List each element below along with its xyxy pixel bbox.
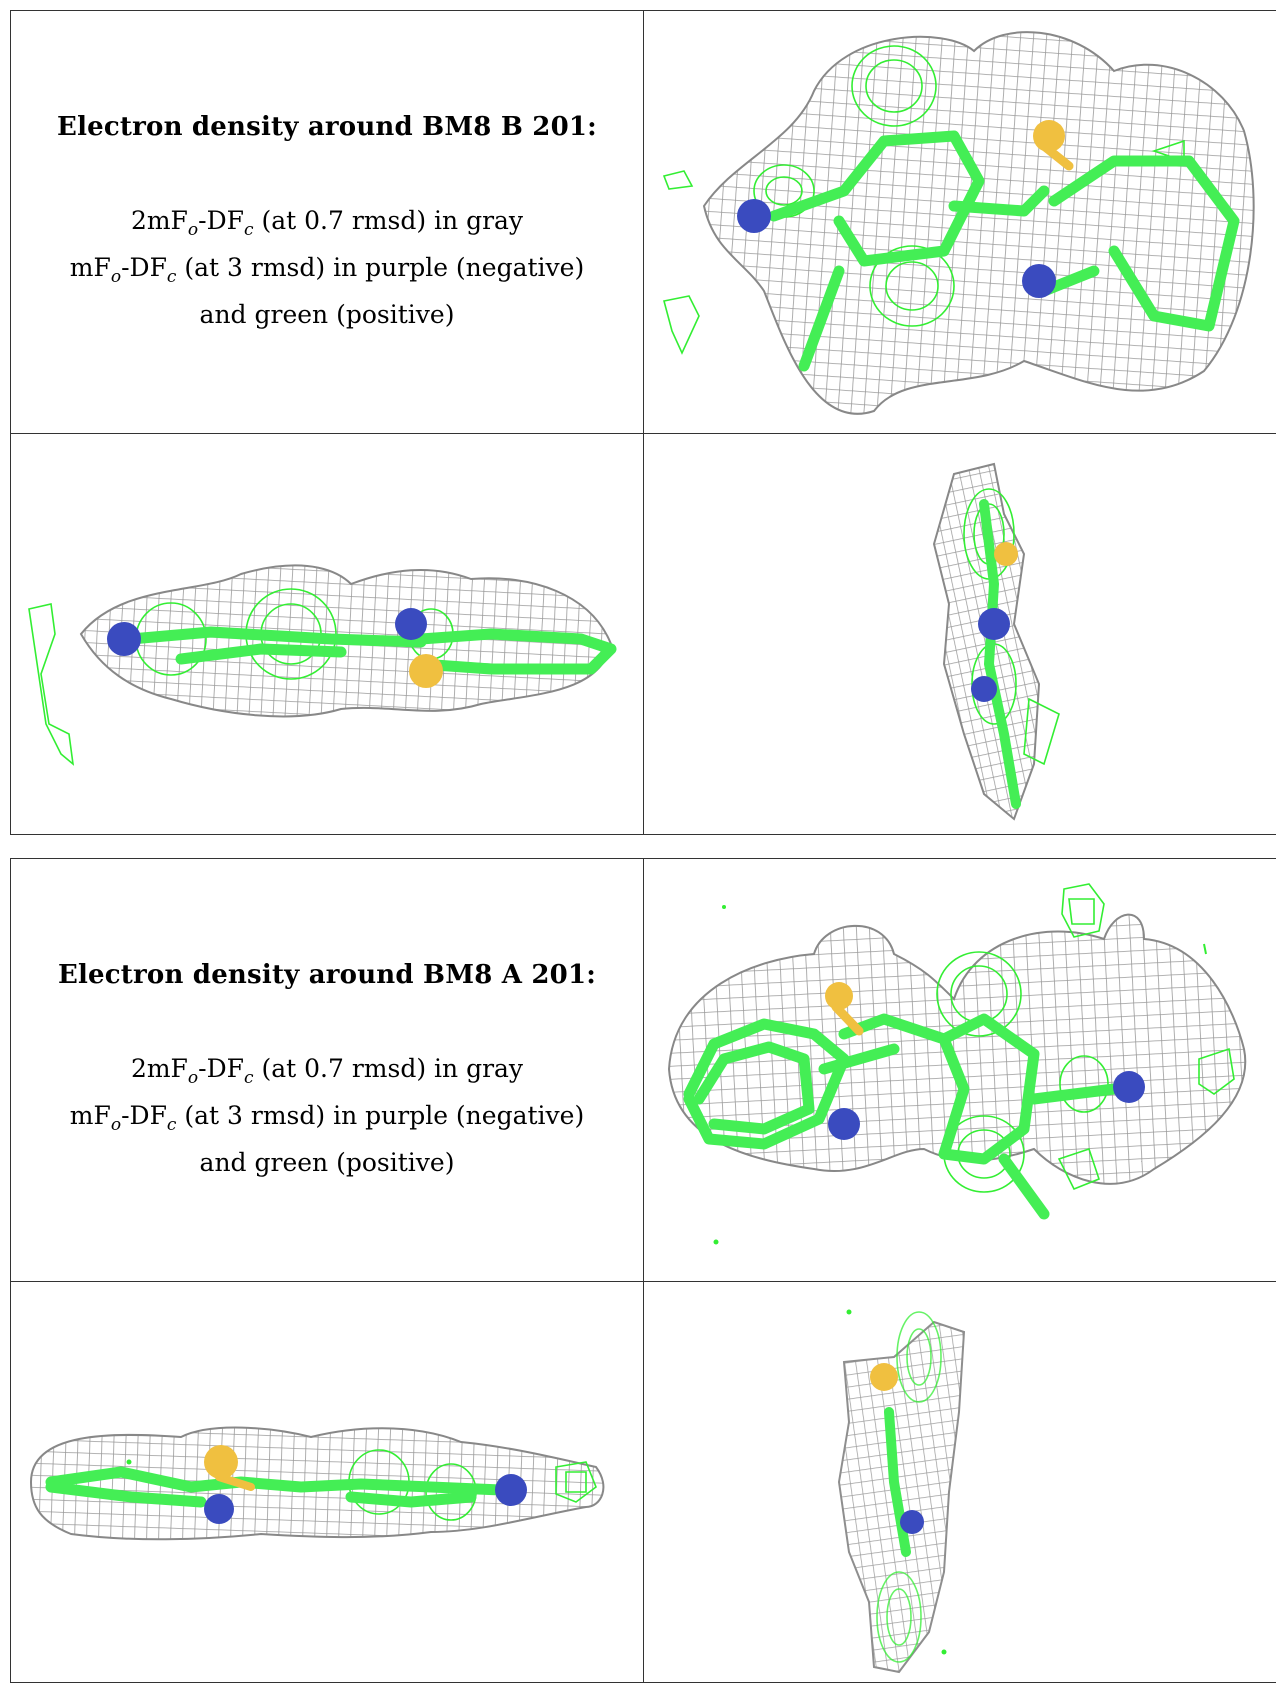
side-view-cell <box>10 1281 644 1683</box>
side-view-cell <box>10 433 644 835</box>
edge-view-cell <box>643 1281 1276 1683</box>
density-front-view <box>662 31 1255 415</box>
front-view-cell <box>643 10 1276 434</box>
density-side-view <box>28 564 617 766</box>
edge-view-cell <box>643 433 1276 835</box>
panel-heading: Electron density around BM8 A 201: <box>57 959 597 990</box>
panel-bm8-a: Electron density around BM8 A 201: 2mFo-… <box>10 858 1276 1683</box>
front-view-cell <box>643 858 1276 1282</box>
density-side-view <box>29 1426 605 1541</box>
legend-line-3: and green (positive) <box>199 1147 455 1177</box>
legend-line-1: 2mFo-DFc (at 0.7 rmsd) in gray <box>130 1053 524 1088</box>
density-edge-view <box>837 1309 966 1674</box>
legend-cell: Electron density around BM8 A 201: 2mFo-… <box>10 858 644 1282</box>
legend-line-2: mFo-DFc (at 3 rmsd) in purple (negative) <box>69 252 585 287</box>
legend-line-3: and green (positive) <box>199 299 455 329</box>
legend-line-2: mFo-DFc (at 3 rmsd) in purple (negative) <box>69 1100 585 1135</box>
panel-bm8-b: Electron density around BM8 B 201: 2mFo-… <box>10 10 1276 835</box>
legend-line-1: 2mFo-DFc (at 0.7 rmsd) in gray <box>130 205 524 240</box>
panel-heading: Electron density around BM8 B 201: <box>57 111 597 142</box>
legend-cell: Electron density around BM8 B 201: 2mFo-… <box>10 10 644 434</box>
density-front-view <box>667 883 1247 1245</box>
density-edge-view <box>932 462 1060 821</box>
